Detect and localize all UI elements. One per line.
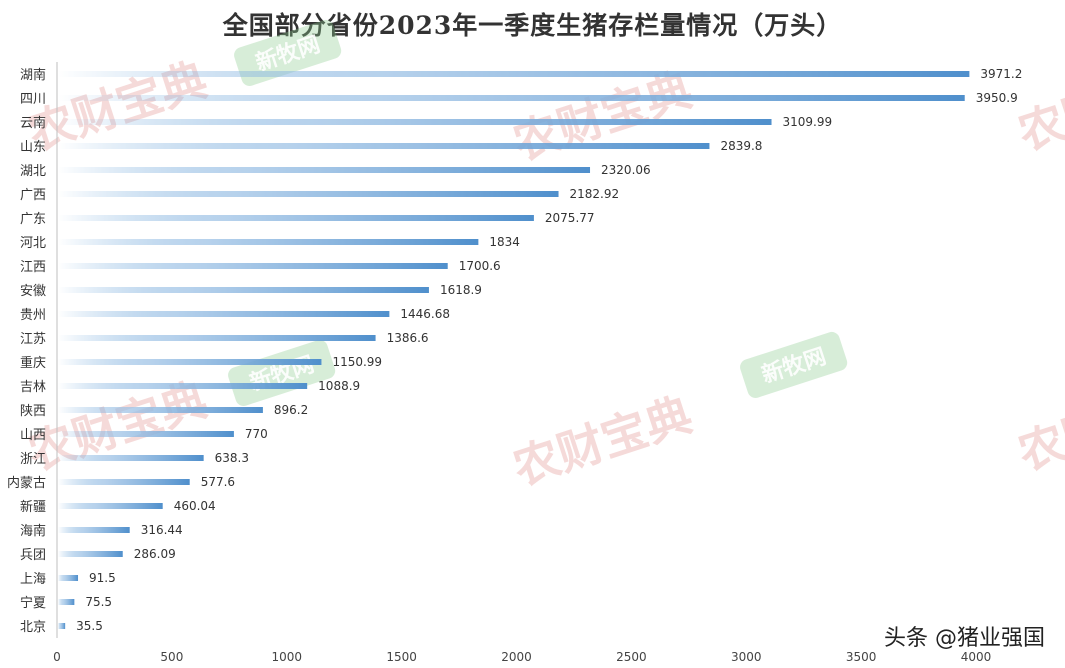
bar [58,479,190,485]
bar [58,215,534,221]
bar [58,431,234,437]
chart-title: 全国部分省份2023年一季度生猪存栏量情况（万头） [222,11,843,40]
value-label: 3950.9 [976,91,1018,105]
x-tick-label: 1500 [386,650,417,664]
value-label: 1150.99 [332,355,382,369]
x-tick-label: 4000 [961,650,992,664]
value-label: 316.44 [141,523,183,537]
category-label: 云南 [20,115,46,131]
x-tick-label: 500 [160,650,183,664]
value-label: 35.5 [76,619,103,633]
value-label: 2839.8 [720,139,762,153]
x-tick-label: 1000 [271,650,302,664]
category-label: 安徽 [20,284,46,299]
bar [58,287,429,293]
value-label: 1386.6 [387,331,429,345]
value-label: 896.2 [274,403,308,417]
bar [58,503,163,509]
bar [58,119,772,125]
green-watermark-mid-left: 新牧网 [228,339,336,406]
green-watermark-top: 新牧网 [234,19,342,86]
bar [58,599,75,605]
value-label: 1088.9 [318,379,360,393]
category-label: 宁夏 [20,595,46,611]
bar [58,71,970,77]
category-label: 广西 [20,188,46,203]
bar [58,575,79,581]
source-credit: 头条 @猪业强国 [884,626,1045,651]
category-label: 湖南 [20,67,46,83]
category-label: 吉林 [20,380,46,395]
value-label: 286.09 [134,547,176,561]
bar [58,95,965,101]
value-label: 1834 [489,235,520,249]
bar [58,335,376,341]
category-label: 江西 [20,260,46,275]
bar-series: 湖南 3971.2 四川 3950.9 云南 3109.99 山东 2839.8 湖北 2320.… [7,67,1022,635]
value-label: 75.5 [85,595,112,609]
value-label: 1618.9 [440,283,482,297]
category-label: 海南 [20,523,46,539]
category-label: 新疆 [20,499,46,515]
value-label: 2182.92 [570,187,620,201]
category-label: 重庆 [20,355,46,371]
value-label: 1446.68 [400,307,450,321]
value-label: 3971.2 [980,67,1022,81]
green-watermark-mid-right: 新牧网 [740,331,848,398]
value-label: 638.3 [215,451,249,465]
category-label: 湖北 [20,164,46,179]
value-label: 2075.77 [545,211,595,225]
x-axis: 0 500 1000 1500 2000 2500 3000 3500 4000 [53,650,991,664]
bar [58,623,66,629]
bar [58,455,204,461]
bar [58,359,322,365]
x-tick-label: 3000 [731,650,762,664]
bar [58,527,130,533]
bar [58,191,559,197]
category-label: 陕西 [20,404,46,419]
red-watermark-text: 农财宝典 [1012,372,1065,480]
x-tick-label: 3500 [846,650,877,664]
category-label: 兵团 [20,548,46,563]
red-watermark-text: 农财宝典 [507,62,699,170]
bar [58,143,710,149]
value-label: 577.6 [201,475,235,489]
category-label: 广东 [20,212,46,227]
bar [58,239,479,245]
bar [58,311,390,317]
category-label: 浙江 [20,452,46,467]
category-label: 贵州 [20,308,46,323]
category-label: 江苏 [20,331,46,347]
category-label: 山西 [20,428,46,443]
category-label: 山东 [20,140,46,155]
bar [58,383,308,389]
bar [58,167,591,173]
bar [58,551,123,557]
value-label: 770 [245,427,268,441]
category-label: 上海 [20,572,46,587]
bar [58,263,448,269]
x-tick-label: 2500 [616,650,647,664]
category-label: 河北 [20,236,46,251]
value-label: 460.04 [174,499,216,513]
value-label: 91.5 [89,571,116,585]
value-label: 1700.6 [459,259,501,273]
watermark-layer: 新牧网 新牧网 新牧网 农财宝典 农财宝典 农财宝典 农财宝典 农财宝典 农财宝… [22,19,1065,495]
value-label: 3109.99 [783,115,833,129]
red-watermark-text: 农财宝典 [507,387,699,495]
category-label: 内蒙古 [7,475,46,491]
bar [58,407,263,413]
x-tick-label: 0 [53,650,61,664]
category-label: 四川 [20,92,46,107]
x-tick-label: 2000 [501,650,532,664]
value-label: 2320.06 [601,163,651,177]
category-label: 北京 [20,620,46,635]
